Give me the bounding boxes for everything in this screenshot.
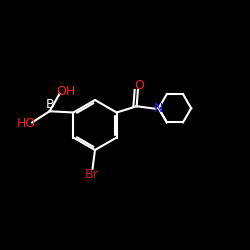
Text: N: N (154, 102, 163, 115)
Text: B: B (45, 98, 54, 110)
Text: O: O (134, 79, 144, 92)
Text: OH: OH (56, 85, 76, 98)
Text: HO: HO (17, 117, 36, 130)
Text: Br: Br (84, 168, 98, 181)
